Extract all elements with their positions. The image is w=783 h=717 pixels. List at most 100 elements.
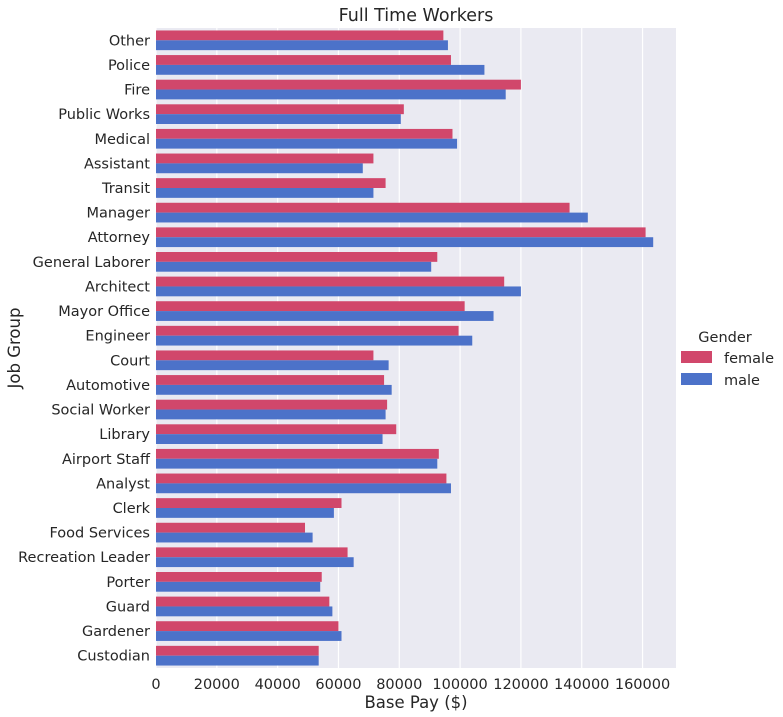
bar-female (156, 399, 388, 410)
y-tick-label: Porter (106, 575, 150, 591)
bar-female (156, 79, 521, 90)
bar-male (156, 655, 319, 666)
bar-male (156, 237, 654, 248)
y-tick-labels: Other Police Fire Public Works Medical Assist… (18, 33, 151, 664)
bar-female (156, 128, 453, 139)
bar-female (156, 547, 348, 558)
y-tick-label: Manager (86, 206, 150, 222)
bar-female (156, 522, 306, 533)
bar-female (156, 178, 386, 188)
y-tick-label: Assistant (84, 156, 150, 172)
y-tick-label: Clerk (113, 501, 151, 517)
y-tick-label: Architect (85, 279, 150, 295)
bar-male (156, 606, 333, 617)
bar-male (156, 89, 506, 100)
y-tick-label: General Laborer (33, 255, 150, 271)
y-tick-label: Transit (101, 181, 150, 197)
bar-male (156, 64, 485, 75)
y-axis-label: Job Group (5, 308, 24, 390)
bar-male (156, 261, 432, 272)
x-tick-label: 120000 (493, 677, 548, 693)
y-tick-label: Public Works (58, 107, 150, 123)
x-tick-labels: 0 20000 40000 60000 80000 100000 120000 140000 1… (151, 677, 670, 693)
bar-male (156, 581, 321, 592)
bar-male (156, 188, 374, 198)
x-tick-label: 160000 (615, 677, 670, 693)
y-tick-label: Automotive (66, 378, 150, 394)
y-tick-label: Police (108, 58, 150, 74)
y-tick-label: Other (109, 33, 150, 49)
y-tick-label: Custodian (77, 649, 150, 665)
bar-female (156, 252, 438, 262)
bar-male (156, 508, 334, 518)
bar-female (156, 621, 339, 632)
bar-female (156, 276, 505, 287)
bar-female (156, 227, 646, 238)
legend-label-male: male (724, 373, 760, 389)
x-tick-label: 0 (151, 677, 160, 693)
bar-male (156, 335, 473, 346)
y-tick-label: Court (110, 353, 150, 369)
y-tick-label: Social Worker (51, 403, 150, 419)
bar-male (156, 163, 363, 174)
bars (156, 30, 654, 666)
bar-male (156, 212, 588, 223)
bar-female (156, 424, 397, 435)
bar-female (156, 473, 447, 484)
bar-male (156, 532, 313, 543)
x-tick-label: 80000 (376, 677, 422, 693)
legend: Gender female male (681, 330, 774, 389)
legend-title: Gender (698, 330, 751, 346)
bar-male (156, 483, 451, 494)
bar-male (156, 40, 448, 51)
bar-male (156, 434, 383, 444)
bar-male (156, 138, 458, 149)
bar-male (156, 631, 342, 641)
y-tick-label: Food Services (49, 526, 150, 542)
bar-male (156, 557, 354, 568)
y-tick-label: Gardener (82, 624, 150, 640)
x-axis-label: Base Pay ($) (364, 693, 467, 712)
legend-swatch-female (681, 351, 712, 363)
y-tick-label: Engineer (85, 329, 150, 345)
bar-female (156, 202, 570, 213)
y-tick-label: Analyst (96, 476, 150, 492)
bar-female (156, 325, 459, 336)
x-tick-label: 60000 (315, 677, 361, 693)
bar-female (156, 301, 465, 312)
bar-male (156, 384, 392, 395)
bar-female (156, 104, 404, 115)
bar-male (156, 311, 494, 321)
bar-female (156, 448, 439, 459)
bar-male (156, 458, 438, 469)
legend-label-female: female (724, 351, 774, 367)
bar-male (156, 409, 386, 420)
bar-female (156, 375, 385, 385)
y-tick-label: Library (99, 427, 150, 443)
y-tick-label: Airport Staff (62, 452, 151, 468)
bar-male (156, 360, 389, 371)
y-tick-label: Fire (124, 83, 150, 99)
bar-female (156, 153, 374, 164)
y-tick-label: Recreation Leader (18, 550, 150, 566)
x-tick-label: 100000 (432, 677, 487, 693)
bar-male (156, 114, 401, 124)
x-tick-label: 20000 (194, 677, 240, 693)
bar-female (156, 498, 342, 508)
legend-swatch-male (681, 373, 712, 385)
x-tick-label: 40000 (255, 677, 301, 693)
bar-female (156, 572, 322, 582)
bar-female (156, 350, 374, 361)
bar-female (156, 645, 319, 656)
x-tick-label: 140000 (554, 677, 609, 693)
y-tick-label: Attorney (88, 230, 151, 246)
bar-female (156, 596, 330, 607)
bar-female (156, 55, 451, 65)
y-tick-label: Guard (106, 599, 150, 615)
y-tick-label: Mayor Office (58, 304, 150, 320)
bar-male (156, 286, 521, 297)
chart-title: Full Time Workers (339, 6, 494, 26)
y-tick-label: Medical (94, 132, 150, 148)
bar-female (156, 30, 444, 41)
